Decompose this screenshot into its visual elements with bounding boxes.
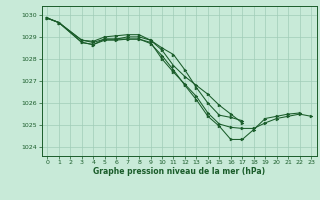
X-axis label: Graphe pression niveau de la mer (hPa): Graphe pression niveau de la mer (hPa): [93, 167, 265, 176]
